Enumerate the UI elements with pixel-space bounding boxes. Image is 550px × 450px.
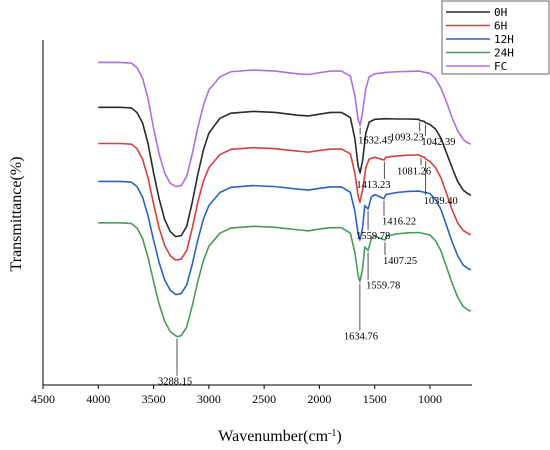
series-line-6h	[98, 142, 472, 261]
peak-label: 1081.26	[397, 166, 431, 177]
x-tick-label: 2500	[252, 392, 276, 406]
plot-frame	[42, 40, 472, 386]
peak-label: 1407.25	[383, 256, 417, 267]
legend-label-fc: FC	[494, 60, 507, 73]
peak-label: 1039.40	[424, 196, 458, 207]
legend-box	[441, 0, 550, 75]
x-axis-ticks: 4500 4000 3500 3000 2500 2000 1500 1000	[31, 385, 442, 406]
peak-label: 1416.22	[382, 217, 416, 228]
peak-label: 1559.78	[366, 280, 400, 291]
legend-label-0h: 0H	[494, 6, 507, 19]
x-tick-label: 1000	[418, 392, 442, 406]
legend-label-12h: 12H	[494, 33, 514, 46]
peak-label: 1632.45	[358, 136, 392, 147]
peak-label: 1042.39	[421, 137, 455, 148]
x-tick-label: 3500	[142, 392, 166, 406]
peak-label: 1413.23	[356, 180, 390, 191]
x-axis-title: Wavenumber(cm-1)	[218, 428, 341, 446]
x-tick-label: 4500	[31, 392, 55, 406]
legend-label-6h: 6H	[494, 20, 507, 33]
x-tick-label: 2000	[307, 392, 331, 406]
series-line-24h	[98, 222, 472, 338]
series-line-fc	[98, 61, 472, 188]
x-tick-label: 4000	[86, 392, 110, 406]
peak-label: 1559.78	[356, 231, 390, 242]
x-tick-label: 3000	[197, 392, 221, 406]
y-axis-title: Transmittance(%)	[8, 157, 25, 272]
peak-label: 3288.15	[158, 377, 192, 388]
series-line-12h	[98, 180, 472, 296]
peak-label: 1634.76	[344, 332, 378, 343]
x-tick-label: 1500	[363, 392, 387, 406]
series-line-0h	[98, 106, 472, 238]
series-layer	[98, 61, 472, 338]
legend-label-24h: 24H	[494, 47, 514, 60]
peak-label: 1093.23	[390, 132, 424, 143]
